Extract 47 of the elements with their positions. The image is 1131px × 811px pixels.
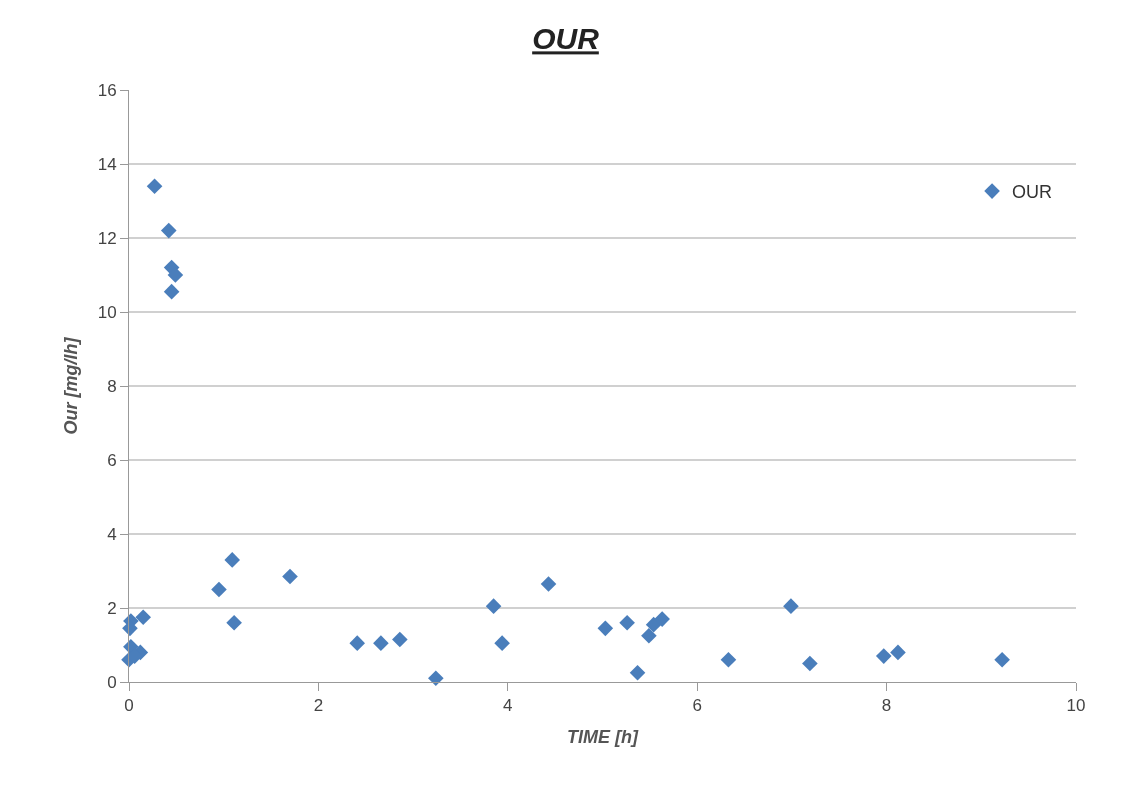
y-tick-label: 10 (97, 302, 117, 322)
y-axis-title: Our [mg/lh] (60, 336, 81, 435)
chart-title: OUR (532, 22, 600, 56)
point (875, 648, 892, 664)
x-axis-title: TIME [h] (567, 726, 639, 747)
y-tick-label: 14 (97, 154, 117, 174)
point (641, 627, 657, 644)
point (146, 178, 163, 194)
point (494, 635, 510, 651)
y-tick-label: 6 (107, 450, 117, 470)
point (167, 267, 184, 283)
point (629, 664, 646, 681)
point (485, 598, 502, 614)
y-tick-label: 0 (107, 672, 117, 692)
point (224, 552, 241, 568)
point (654, 611, 670, 627)
y-tick-label: 4 (107, 524, 117, 544)
point (392, 631, 408, 648)
point (540, 576, 557, 592)
point (645, 616, 662, 633)
point (373, 635, 389, 651)
point (135, 609, 152, 626)
y-tick-label: 8 (107, 376, 117, 396)
point (163, 283, 180, 300)
point (890, 644, 906, 661)
point (226, 615, 242, 631)
point (619, 615, 635, 631)
legend-label: OUR (1012, 182, 1053, 203)
point (428, 670, 444, 687)
point (802, 655, 818, 672)
y-tick-label: 16 (97, 80, 117, 100)
x-tick-label: 4 (503, 696, 513, 716)
point (282, 568, 298, 585)
x-tick-label: 6 (692, 696, 702, 716)
point (211, 581, 227, 598)
point (160, 222, 177, 239)
x-tick-label: 0 (124, 696, 134, 716)
x-tick-label: 2 (313, 696, 324, 716)
x-tick-label: 10 (1066, 696, 1086, 716)
y-tick-label: 2 (107, 598, 117, 618)
point (994, 652, 1010, 668)
point (349, 635, 366, 651)
point (783, 598, 799, 614)
x-tick-label: 8 (881, 696, 892, 716)
point (720, 652, 737, 668)
y-tick-label: 12 (97, 228, 117, 248)
point (597, 620, 614, 637)
